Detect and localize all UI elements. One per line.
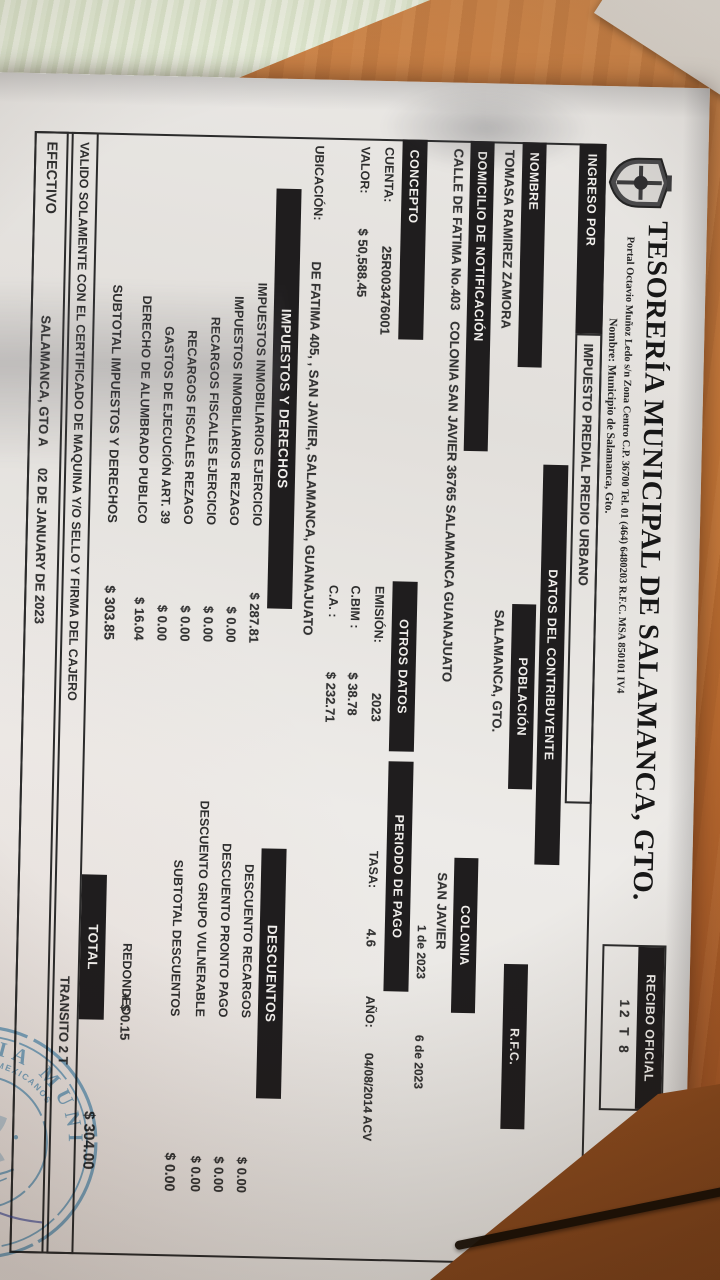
periodo-de-pago-label: PERIODO DE PAGO	[383, 761, 414, 992]
ingreso-por-value: IMPUESTO PREDIAL PREDIO URBANO	[575, 343, 597, 586]
lugar-fecha-text: SALAMANCA, GTO A 02 DE JANUARY DE 2023	[31, 315, 54, 625]
descuento-row-label: DESCUENTO GRUPO VULNERABLE	[192, 800, 212, 1018]
valor-value: $ 50,588.45	[354, 228, 371, 298]
emision-label: EMISIÓN:	[371, 585, 387, 644]
anio-label: AÑO:	[362, 995, 378, 1028]
colonia-label: COLONIA	[450, 857, 479, 1014]
total-label: TOTAL	[78, 874, 107, 1020]
stamp-eagle-emblem	[0, 1112, 19, 1185]
nombre-value: TOMASA RAMIREZ ZAMORA	[498, 149, 518, 330]
redondeo-value: + $ 0.15	[117, 992, 134, 1041]
recibo-oficial-box: RECIBO OFICIAL 12 T 8	[598, 944, 667, 1112]
valido-text: VALIDO SOLAMENTE CON EL CERTIFICADO DE M…	[65, 142, 93, 702]
ca-label: C.A. :	[325, 584, 341, 618]
descuento-row-value: $ 0.00	[210, 1156, 227, 1193]
valor-label: VALOR:	[357, 146, 373, 194]
impuestos-subtotal-label: SUBTOTAL IMPUESTOS Y DERECHOS	[104, 284, 126, 524]
ubicacion-value: DE FATIMA 405, , SAN JAVIER, SALAMANCA, …	[300, 261, 324, 636]
anio-value: 04/08/2014 ACV	[360, 1052, 377, 1142]
recibo-oficial-number: 12 T 8	[616, 999, 633, 1056]
ingreso-por-label: INGRESO POR	[575, 143, 607, 334]
descuento-row-label: DESCUENTO RECARGOS	[238, 863, 257, 1019]
descuentos-subtotal-value: $ 0.00	[161, 1152, 179, 1192]
efectivo-label: EFECTIVO	[41, 141, 60, 215]
impuesto-row-value: $ 0.00	[200, 605, 217, 643]
ubicacion-label: UBICACIÓN:	[310, 145, 327, 221]
colonia-value: SAN JAVIER	[433, 872, 451, 950]
otros-datos-label: OTROS DATOS	[388, 581, 418, 752]
impuesto-row-label: GASTOS DE EJECUCIÓN ART. 39	[157, 325, 177, 525]
impuesto-row-label: RECARGOS FISCALES REZAGO	[180, 330, 200, 525]
cuenta-value: 25R003476001	[377, 245, 395, 336]
descuento-row-label: DESCUENTO PRONTO PAGO	[215, 843, 234, 1018]
impuesto-row-value: $ 287.81	[246, 592, 263, 644]
descuentos-subtotal-label: SUBTOTAL DESCUENTOS	[167, 859, 186, 1017]
descuento-row-value: $ 0.00	[233, 1156, 250, 1194]
impuestos-subtotal-value: $ 303.85	[101, 585, 119, 641]
domicilio-label: DOMICILIO DE NOTIFICACIÓN	[463, 140, 495, 452]
periodo-from-value: 1 de 2023	[413, 924, 429, 980]
poblacion-label: POBLACIÓN	[508, 603, 537, 790]
municipal-crest-icon	[608, 157, 672, 209]
nombre-label: NOMBRE	[517, 142, 547, 368]
impuesto-row-value: $ 0.00	[223, 606, 240, 643]
pen-scribble	[0, 1091, 43, 1224]
concepto-label: CONCEPTO	[398, 139, 428, 340]
impuesto-row-value: $ 16.04	[131, 596, 148, 641]
impuesto-row-label: IMPUESTOS INMOBILIARIOS REZAGO	[226, 295, 247, 526]
emision-value: 2023	[368, 692, 385, 723]
cbim-value: $ 38.78	[344, 672, 361, 716]
blue-ink-stamp: TESORERIA MUNICIPAL ESTADOS UNIDOS MEXIC…	[0, 1016, 107, 1267]
impuesto-row-label: RECARGOS FISCALES EJERCICIO	[203, 316, 223, 526]
cuenta-label: CUENTA:	[381, 146, 397, 203]
recibo-oficial-label: RECIBO OFICIAL	[634, 946, 665, 1110]
periodo-to-value: 6 de 2023	[411, 1034, 427, 1090]
impuesto-row-label: DERECHO DE ALUMBRADO PUBLICO	[134, 295, 155, 524]
tasa-value: 4.6	[363, 928, 379, 948]
ca-value: $ 232.71	[322, 671, 339, 723]
cbim-label: C.BIM :	[347, 585, 363, 629]
poblacion-value: SALAMANCA, GTO.	[489, 609, 508, 733]
descuento-row-value: $ 0.00	[187, 1155, 204, 1193]
datos-contribuyente-section: DATOS DEL CONTRIBUYENTE	[534, 464, 569, 866]
descuentos-section: DESCUENTOS	[255, 848, 287, 1099]
rfc-label: R.F.C.	[500, 963, 529, 1130]
impuesto-row-value: $ 0.00	[177, 605, 194, 642]
paper-left-shade	[0, 71, 710, 119]
impuesto-row-value: $ 0.00	[154, 604, 171, 642]
tasa-label: TASA:	[365, 850, 381, 889]
domicilio-value: CALLE DE FATIMA No.403 COLONIA SAN JAVIE…	[439, 148, 467, 683]
municipality-name-line: Nombre: Municipio de Salamanca, Gto.	[602, 318, 619, 514]
impuestos-derechos-section: IMPUESTOS Y DERECHOS	[267, 188, 302, 609]
ingreso-por-value-cell: IMPUESTO PREDIAL PREDIO URBANO	[564, 333, 603, 804]
receipt-document: TESORERÍA MUNICIPAL DE SALAMANCA, GTO. P…	[0, 71, 710, 1280]
